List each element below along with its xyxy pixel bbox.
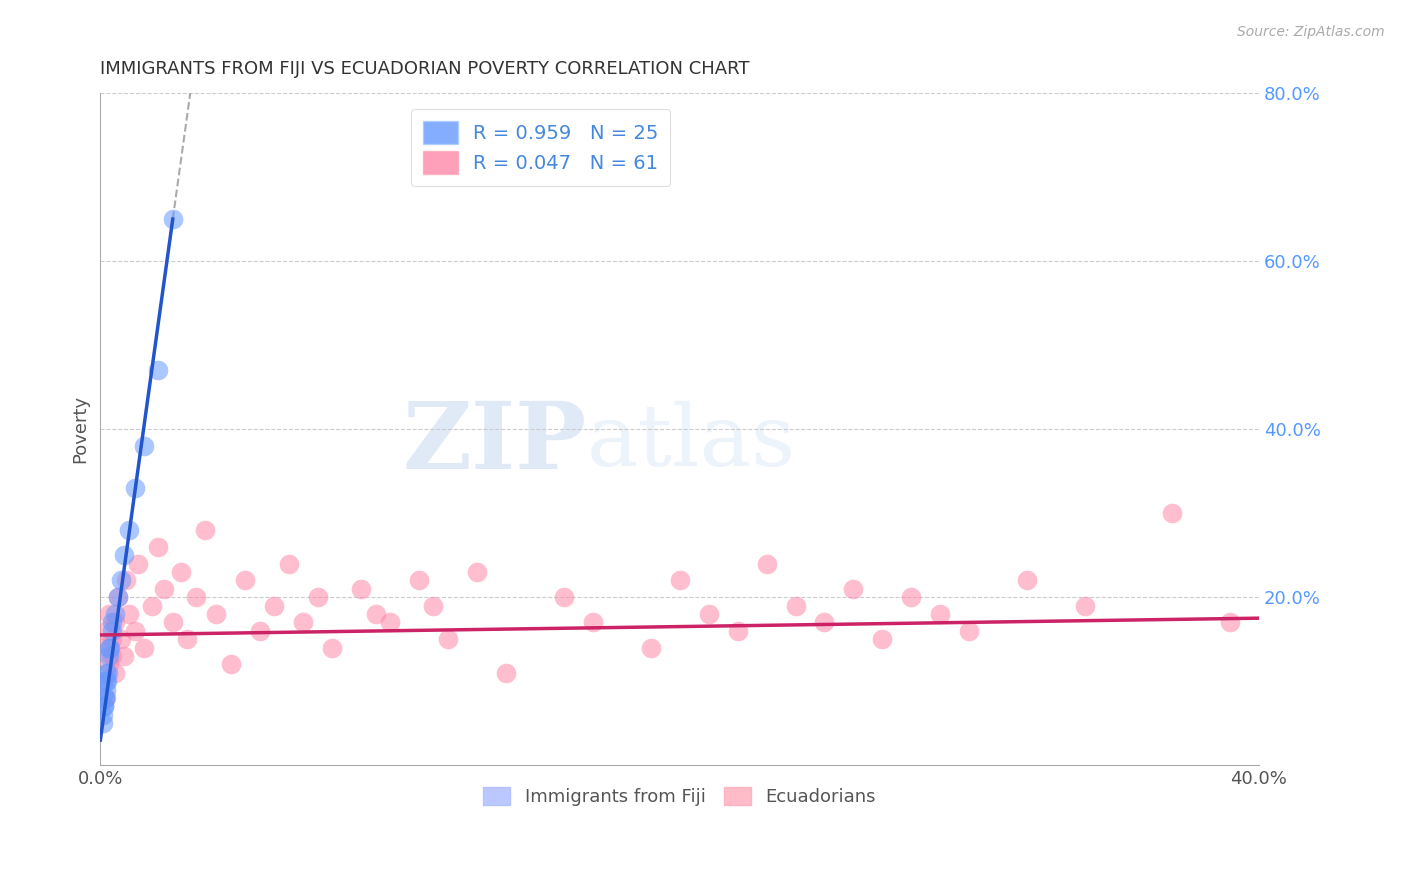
Point	[219, 657, 242, 672]
Point	[1219, 615, 1241, 630]
Point	[697, 607, 720, 621]
Point	[124, 624, 146, 638]
Point	[1017, 574, 1039, 588]
Point	[118, 523, 141, 537]
Point	[465, 565, 488, 579]
Point	[127, 557, 149, 571]
Point	[321, 640, 343, 655]
Point	[91, 674, 114, 689]
Text: atlas: atlas	[586, 401, 796, 484]
Point	[98, 607, 121, 621]
Text: Source: ZipAtlas.com: Source: ZipAtlas.com	[1237, 25, 1385, 39]
Point	[785, 599, 807, 613]
Point	[101, 632, 124, 647]
Point	[929, 607, 952, 621]
Point	[162, 212, 184, 227]
Point	[94, 665, 117, 680]
Point	[107, 590, 129, 604]
Point	[101, 648, 124, 663]
Point	[184, 590, 207, 604]
Point	[872, 632, 894, 647]
Point	[170, 565, 193, 579]
Point	[101, 624, 124, 638]
Point	[205, 607, 228, 621]
Point	[378, 615, 401, 630]
Point	[124, 481, 146, 495]
Point	[141, 599, 163, 613]
Point	[842, 582, 865, 596]
Point	[110, 574, 132, 588]
Point	[104, 665, 127, 680]
Point	[94, 674, 117, 689]
Point	[148, 363, 170, 377]
Point	[100, 640, 122, 655]
Point	[110, 632, 132, 647]
Point	[132, 640, 155, 655]
Point	[422, 599, 444, 613]
Point	[115, 574, 138, 588]
Point	[101, 615, 124, 630]
Point	[437, 632, 460, 647]
Point	[1161, 506, 1184, 520]
Point	[98, 640, 121, 655]
Point	[668, 574, 690, 588]
Point	[91, 640, 114, 655]
Text: ZIP: ZIP	[402, 398, 586, 488]
Point	[94, 691, 117, 706]
Legend: Immigrants from Fiji, Ecuadorians: Immigrants from Fiji, Ecuadorians	[477, 780, 883, 814]
Point	[582, 615, 605, 630]
Point	[194, 523, 217, 537]
Point	[93, 699, 115, 714]
Point	[98, 648, 121, 663]
Point	[104, 615, 127, 630]
Point	[104, 607, 127, 621]
Point	[755, 557, 778, 571]
Point	[277, 557, 299, 571]
Point	[176, 632, 198, 647]
Point	[93, 691, 115, 706]
Point	[813, 615, 835, 630]
Point	[408, 574, 430, 588]
Point	[553, 590, 575, 604]
Point	[93, 699, 115, 714]
Point	[900, 590, 922, 604]
Point	[249, 624, 271, 638]
Point	[94, 691, 117, 706]
Point	[640, 640, 662, 655]
Y-axis label: Poverty: Poverty	[72, 395, 89, 463]
Point	[350, 582, 373, 596]
Point	[98, 657, 121, 672]
Point	[1074, 599, 1097, 613]
Point	[96, 674, 118, 689]
Point	[112, 548, 135, 562]
Point	[94, 682, 117, 697]
Point	[97, 665, 120, 680]
Point	[292, 615, 315, 630]
Point	[307, 590, 329, 604]
Point	[162, 615, 184, 630]
Point	[364, 607, 387, 621]
Text: IMMIGRANTS FROM FIJI VS ECUADORIAN POVERTY CORRELATION CHART: IMMIGRANTS FROM FIJI VS ECUADORIAN POVER…	[100, 60, 749, 78]
Point	[112, 648, 135, 663]
Point	[91, 707, 114, 722]
Point	[727, 624, 749, 638]
Point	[153, 582, 176, 596]
Point	[148, 540, 170, 554]
Point	[107, 590, 129, 604]
Point	[118, 607, 141, 621]
Point	[132, 439, 155, 453]
Point	[91, 716, 114, 731]
Point	[233, 574, 256, 588]
Point	[94, 624, 117, 638]
Point	[263, 599, 285, 613]
Point	[495, 665, 517, 680]
Point	[957, 624, 980, 638]
